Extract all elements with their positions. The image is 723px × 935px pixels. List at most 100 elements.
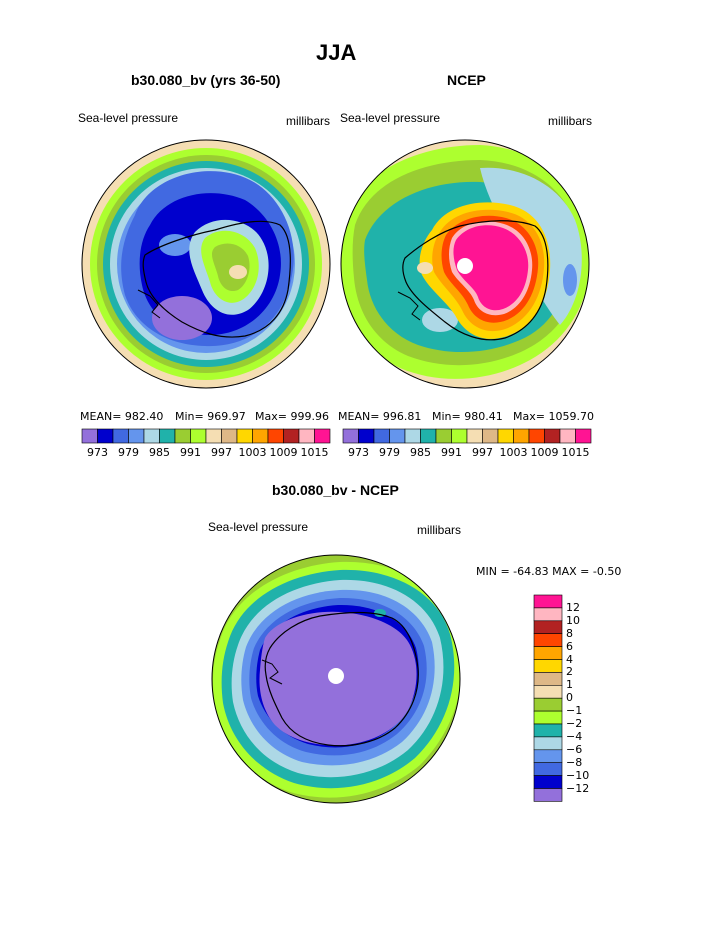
panel3-minmax: MIN = -64.83 MAX = -0.50	[476, 565, 622, 578]
panel3-units-label: millibars	[417, 523, 462, 537]
diff-colorbar-swatch	[533, 775, 563, 789]
diff-colorbar-swatch	[533, 749, 563, 763]
diff-colorbar-swatch	[533, 710, 563, 725]
diff-colorbar-swatch	[533, 594, 563, 609]
panel1-colorbar-tick-label: 997	[211, 446, 232, 459]
panel1-map	[82, 140, 330, 388]
panel2-colorbar-tick-label: 985	[410, 446, 431, 459]
colorbar-swatch	[143, 428, 160, 444]
diff-colorbar-tick-label: 12	[566, 600, 580, 614]
panel2-mean: MEAN= 996.81	[338, 410, 422, 423]
colorbar-swatch	[575, 428, 592, 444]
colorbar-swatch	[358, 428, 375, 444]
colorbar-swatch	[513, 428, 530, 444]
colorbar-swatch	[128, 428, 145, 444]
diff-colorbar-tick-label: 1	[566, 678, 573, 692]
diff-colorbar-swatch	[533, 762, 563, 776]
colorbar-swatch	[314, 428, 331, 444]
panel2-title: NCEP	[447, 72, 486, 88]
colorbar-swatch	[389, 428, 406, 444]
colorbar-swatch	[159, 428, 176, 444]
diff-colorbar-tick-label: 4	[566, 652, 573, 666]
panel2-colorbar-tick-label: 1015	[561, 446, 590, 459]
colorbar-swatch	[252, 428, 269, 444]
diff-colorbar-tick-label: 2	[566, 665, 573, 679]
colorbar-swatch	[342, 428, 359, 444]
diff-colorbar-tick-label: −8	[566, 755, 583, 769]
colorbar-swatch	[373, 428, 390, 444]
colorbar-swatch	[298, 428, 315, 444]
colorbar-swatch	[283, 428, 300, 444]
diff-colorbar-swatch	[533, 607, 563, 622]
colorbar-swatch	[451, 428, 468, 444]
panel1-colorbar-tick-label: 985	[149, 446, 170, 459]
diff-colorbar-tick-label: −4	[566, 729, 583, 743]
panel1-variable-label: Sea-level pressure	[78, 111, 179, 125]
colorbar-swatch	[221, 428, 238, 444]
diff-colorbar-tick-label: −12	[566, 781, 590, 795]
panel2-map	[341, 140, 589, 388]
colorbar-swatch	[236, 428, 253, 444]
diff-colorbar-tick-label: 10	[566, 613, 580, 627]
panel1-colorbar-tick-label: 1003	[238, 446, 267, 459]
panel2-colorbar-tick-label: 1009	[530, 446, 559, 459]
colorbar-swatch	[482, 428, 499, 444]
colorbar-swatch	[435, 428, 452, 444]
diff-colorbar-swatch	[533, 633, 563, 647]
diff-colorbar-tick-label: −2	[566, 717, 583, 730]
page-title: JJA	[316, 40, 357, 65]
panel3-variable-label: Sea-level pressure	[208, 520, 309, 534]
colorbar-swatch	[528, 428, 545, 444]
panel1-colorbar	[81, 428, 331, 444]
panel3-map	[212, 555, 460, 803]
panel1-mean: MEAN= 982.40	[80, 410, 164, 423]
panel1-colorbar-tick-label: 973	[87, 446, 108, 459]
panel1-colorbar-tick-label: 1009	[269, 446, 298, 459]
diff-colorbar-swatch	[533, 620, 563, 634]
colorbar-swatch	[544, 428, 561, 444]
colorbar-swatch	[466, 428, 483, 444]
diff-colorbar	[533, 594, 563, 802]
panel2-colorbar-tick-label: 997	[472, 446, 493, 459]
panel1-units-label: millibars	[286, 114, 331, 128]
panel2-units-label: millibars	[548, 114, 593, 128]
colorbar-swatch	[174, 428, 191, 444]
diff-colorbar-swatch	[533, 697, 563, 712]
diff-colorbar-tick-label: −10	[566, 768, 590, 782]
panel2-colorbar-tick-label: 979	[379, 446, 400, 459]
panel1-colorbar-tick-label: 1015	[300, 446, 329, 459]
panel2-variable-label: Sea-level pressure	[340, 111, 441, 125]
panel1-colorbar-tick-label: 979	[118, 446, 139, 459]
diff-colorbar-tick-label: 6	[566, 639, 573, 653]
panel2-colorbar	[342, 428, 592, 444]
diff-colorbar-swatch	[533, 672, 563, 686]
panel2-max: Max= 1059.70	[513, 410, 594, 423]
colorbar-swatch	[559, 428, 576, 444]
colorbar-swatch	[190, 428, 207, 444]
panel2-colorbar-tick-label: 991	[441, 446, 462, 459]
panel1-title: b30.080_bv (yrs 36-50)	[131, 72, 281, 88]
colorbar-swatch	[497, 428, 514, 444]
panel2-colorbar-tick-label: 1003	[499, 446, 528, 459]
diff-colorbar-tick-label: −6	[566, 742, 583, 756]
diff-colorbar-swatch	[533, 646, 563, 660]
colorbar-swatch	[267, 428, 284, 444]
colorbar-swatch	[97, 428, 114, 444]
diff-colorbar-swatch	[533, 684, 563, 699]
diff-colorbar-tick-label: −1	[566, 704, 583, 718]
diff-colorbar-swatch	[533, 736, 563, 751]
colorbar-swatch	[404, 428, 421, 444]
panel1-max: Max= 999.96	[255, 410, 329, 423]
panel1-colorbar-tick-label: 991	[180, 446, 201, 459]
colorbar-swatch	[420, 428, 437, 444]
colorbar-swatch	[112, 428, 129, 444]
panel3-title: b30.080_bv - NCEP	[272, 482, 399, 498]
colorbar-swatch	[81, 428, 98, 444]
diff-colorbar-swatch	[533, 788, 563, 802]
panel1-min: Min= 969.97	[175, 410, 246, 423]
panel2-min: Min= 980.41	[432, 410, 503, 423]
diff-colorbar-tick-label: 8	[566, 626, 573, 640]
diff-colorbar-swatch	[533, 723, 563, 738]
panel2-colorbar-tick-label: 973	[348, 446, 369, 459]
